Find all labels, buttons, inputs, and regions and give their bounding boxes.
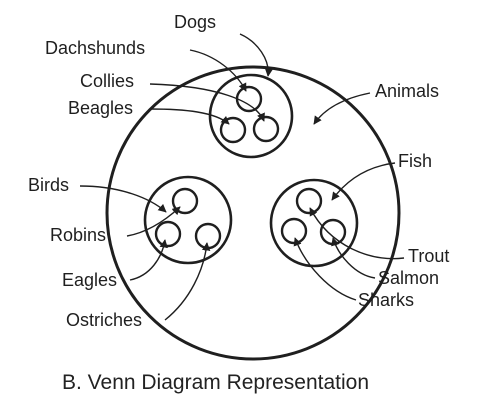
beagles-arrow	[149, 108, 230, 125]
dogs-label: Dogs	[174, 12, 216, 32]
ostriches-circle	[194, 222, 222, 250]
trout-arrow	[309, 207, 405, 260]
salmon-circle	[319, 218, 347, 246]
birds-label: Birds	[28, 175, 69, 195]
salmon-label: Salmon	[378, 268, 439, 288]
robins-circle	[171, 187, 199, 215]
fish-circle	[269, 178, 359, 268]
animals-circle	[105, 65, 401, 361]
eagles-arrow	[129, 239, 168, 281]
animals-arrow	[313, 92, 371, 125]
eagles-circle	[154, 220, 182, 248]
dachshunds-circle	[235, 85, 263, 113]
trout-circle	[295, 187, 323, 215]
fish-label: Fish	[398, 151, 432, 171]
collies-arrow	[149, 83, 265, 122]
fish-arrow	[331, 162, 396, 201]
ostriches-arrow	[164, 242, 211, 321]
eagles-label: Eagles	[62, 270, 117, 290]
dogs-circle	[208, 73, 294, 159]
birds-circle	[143, 175, 233, 265]
animals-label: Animals	[375, 81, 439, 101]
collies-label: Collies	[80, 71, 134, 91]
trout-label: Trout	[408, 246, 449, 266]
dogs-arrow	[239, 33, 274, 77]
ostriches-label: Ostriches	[66, 310, 142, 330]
diagram-caption: B. Venn Diagram Representation	[62, 371, 369, 394]
collies-circle	[252, 115, 280, 143]
birds-arrow	[79, 185, 167, 213]
dachshunds-arrow	[189, 49, 247, 92]
robins-arrow	[126, 206, 181, 237]
salmon-arrow	[331, 237, 376, 279]
sharks-circle	[280, 217, 308, 245]
beagles-label: Beagles	[68, 98, 133, 118]
dachshunds-label: Dachshunds	[45, 38, 145, 58]
beagles-circle	[219, 116, 247, 144]
sharks-label: Sharks	[358, 290, 414, 310]
sharks-arrow	[293, 237, 357, 301]
robins-label: Robins	[50, 225, 106, 245]
